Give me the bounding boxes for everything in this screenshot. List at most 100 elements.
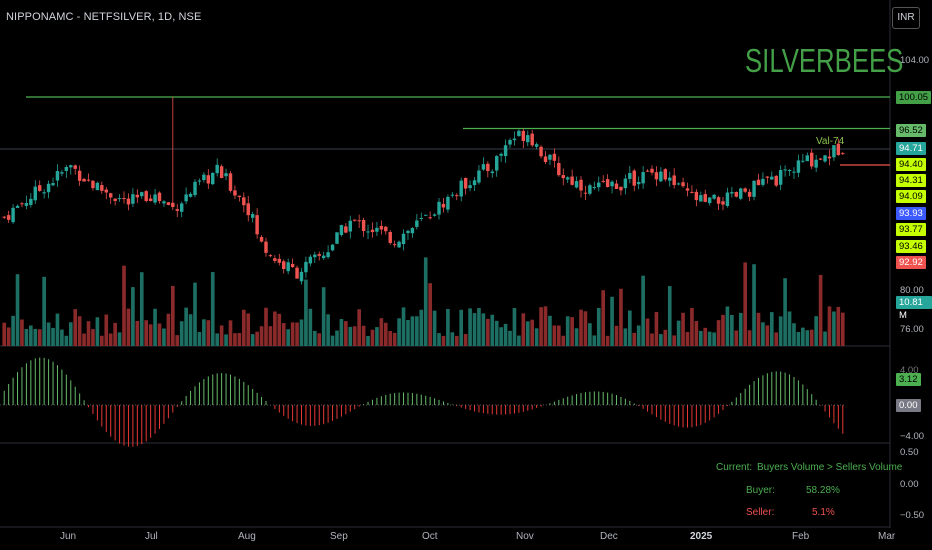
volume-bar: [725, 306, 730, 346]
volume-bar: [295, 322, 299, 346]
candle: [353, 219, 357, 221]
candle: [304, 261, 308, 273]
volume-bar: [321, 287, 326, 346]
volume-bar: [525, 321, 530, 346]
current-value: Buyers Volume > Sellers Volume: [757, 462, 903, 473]
candle: [481, 164, 486, 170]
candle: [384, 226, 388, 232]
volume-bar: [126, 308, 131, 346]
candle: [419, 217, 423, 219]
volume-bar: [517, 335, 521, 346]
candle: [703, 194, 707, 202]
candle: [64, 167, 69, 171]
currency-button[interactable]: INR: [892, 7, 920, 29]
time-tick: Oct: [422, 531, 438, 542]
volume-bar: [361, 325, 366, 346]
candle: [747, 191, 752, 197]
volume-bar: [352, 326, 357, 346]
candle: [166, 202, 171, 205]
volume-bar: [357, 309, 361, 346]
candle: [818, 158, 823, 160]
candle: [778, 170, 783, 185]
candle: [410, 228, 415, 234]
buyer-value: 58.28%: [806, 485, 840, 496]
candle: [246, 203, 250, 216]
candle: [60, 172, 64, 174]
candle: [357, 220, 361, 222]
candle: [463, 178, 468, 189]
time-tick: Jun: [60, 531, 77, 542]
candle: [814, 159, 818, 168]
volume-bar: [264, 307, 268, 346]
volume-badge: 10.81 M: [896, 296, 932, 321]
volume-bar: [588, 323, 592, 346]
volume-bar: [415, 316, 419, 346]
volume-bar: [255, 331, 259, 346]
candle: [33, 186, 37, 201]
candle: [11, 207, 15, 223]
candle: [140, 192, 144, 197]
candle: [494, 156, 499, 171]
volume-bar: [348, 326, 353, 346]
candle: [801, 160, 805, 162]
candle: [366, 231, 370, 233]
volume-bar: [494, 320, 499, 346]
candle: [113, 198, 117, 201]
volume-bar: [175, 335, 180, 346]
candle: [490, 171, 494, 174]
candle: [552, 153, 557, 161]
volume-bar: [712, 332, 716, 346]
volume-bar: [521, 313, 526, 346]
volume-bar: [450, 332, 455, 346]
candle: [42, 192, 46, 194]
candle: [224, 173, 228, 177]
volume-bar: [552, 325, 557, 346]
volume-bar: [215, 333, 220, 346]
candle: [15, 205, 20, 208]
volume-bar: [197, 332, 202, 346]
candle: [836, 143, 841, 156]
volume-bar: [148, 324, 153, 346]
volume-bar: [672, 335, 676, 346]
volume-bar: [596, 307, 601, 346]
volume-bar: [743, 262, 747, 346]
panel-tick: 0.00: [900, 479, 919, 490]
volume-bar: [818, 274, 823, 346]
candle: [131, 194, 135, 204]
time-tick: Nov: [516, 531, 534, 542]
volume-bar: [579, 309, 583, 346]
osc-tick: −4.00: [900, 431, 925, 442]
volume-bar: [605, 335, 610, 346]
panel-tick: −0.50: [900, 510, 925, 521]
volume-bar: [277, 313, 282, 346]
candle: [91, 180, 95, 189]
candle: [348, 220, 353, 232]
candle: [153, 194, 157, 203]
volume-bar: [55, 313, 60, 346]
candle: [699, 195, 703, 202]
candle: [610, 181, 614, 187]
candle: [503, 145, 508, 157]
candle: [20, 203, 24, 205]
volume-bar: [614, 325, 619, 346]
volume-bar: [153, 308, 157, 346]
volume-bar: [765, 325, 770, 346]
volume-bar: [499, 327, 503, 346]
volume-bar: [64, 335, 69, 346]
candle: [321, 255, 326, 259]
volume-bar: [406, 320, 410, 346]
seller-label: Seller:: [746, 507, 775, 518]
volume-bar: [237, 333, 242, 346]
candle: [730, 192, 734, 194]
price-badge: 93.46: [896, 240, 926, 253]
candle: [432, 214, 437, 216]
volume-bar: [100, 335, 104, 346]
volume-bar: [707, 331, 712, 346]
candle: [725, 192, 730, 206]
price-tick: 104.00: [900, 55, 930, 66]
volume-bar: [29, 325, 33, 346]
candle: [685, 188, 690, 191]
volume-bar: [51, 327, 55, 346]
volume-bar: [308, 308, 313, 346]
